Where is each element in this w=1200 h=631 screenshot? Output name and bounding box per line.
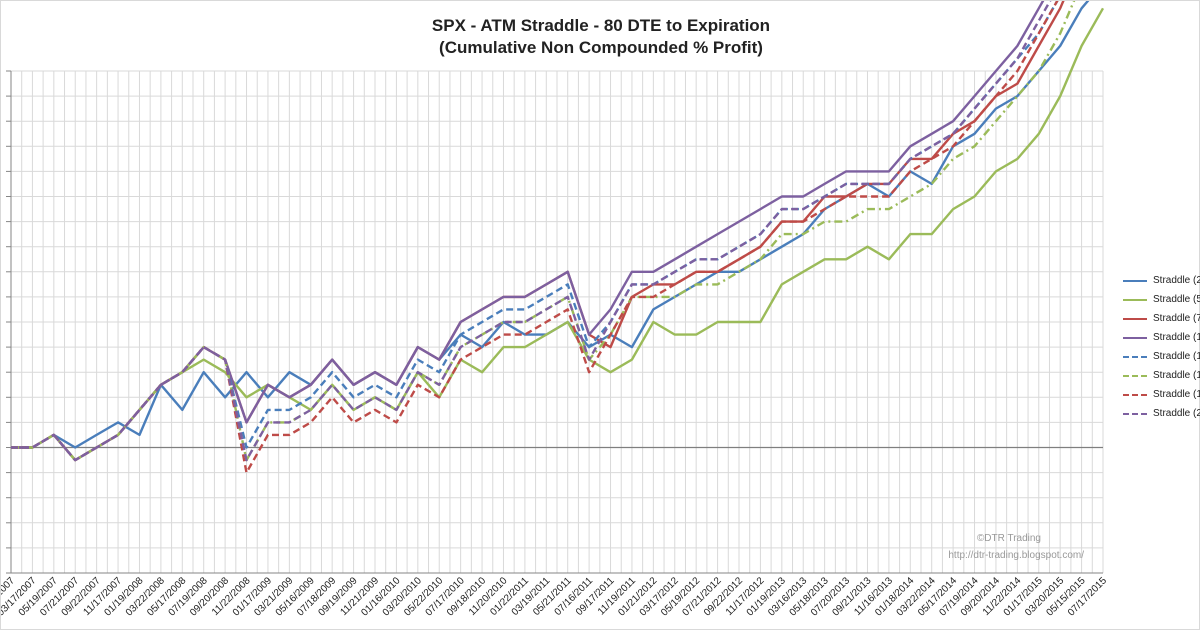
x-tick-labels: 01/200703/17/200705/19/200707/21/200709/…: [1, 575, 1109, 618]
legend-item-5: Straddle (1: [1123, 347, 1200, 366]
legend: Straddle (2 Straddle (5 Straddle (7 Straddl…: [1123, 271, 1200, 423]
legend-item-2: Straddle (5: [1123, 290, 1200, 309]
legend-swatch: [1123, 337, 1147, 339]
legend-label: Straddle (1: [1153, 332, 1200, 343]
chart-subtitle: (Cumulative Non Compounded % Profit): [439, 38, 763, 57]
legend-item-3: Straddle (7: [1123, 309, 1200, 328]
gridlines: [10, 70, 1104, 574]
legend-label: Straddle (2: [1153, 275, 1200, 286]
series-line-2: [11, 7, 1105, 462]
watermark-copyright: ©DTR Trading: [977, 533, 1041, 544]
legend-swatch: [1123, 280, 1147, 282]
legend-swatch: [1123, 356, 1147, 358]
legend-item-4: Straddle (1: [1123, 328, 1200, 347]
legend-swatch: [1123, 413, 1147, 415]
series-lines: [11, 1, 1105, 474]
chart-title-block: SPX - ATM Straddle - 80 DTE to Expiratio…: [1, 15, 1200, 59]
legend-label: Straddle (2: [1153, 408, 1200, 419]
legend-swatch: [1123, 375, 1147, 377]
legend-item-8: Straddle (2: [1123, 404, 1200, 423]
series-line-8: [11, 1, 1052, 462]
legend-swatch: [1123, 318, 1147, 320]
legend-label: Straddle (7: [1153, 313, 1200, 324]
legend-label: Straddle (1: [1153, 370, 1200, 381]
watermark-url: http://dtr-trading.blogspot.com/: [948, 550, 1084, 561]
legend-label: Straddle (1: [1153, 389, 1200, 400]
legend-item-1: Straddle (2: [1123, 271, 1200, 290]
legend-item-7: Straddle (1: [1123, 385, 1200, 404]
legend-label: Straddle (1: [1153, 351, 1200, 362]
legend-swatch: [1123, 299, 1147, 301]
legend-swatch: [1123, 394, 1147, 396]
watermark: ©DTR Trading http://dtr-trading.blogspot…: [948, 533, 1084, 561]
legend-item-6: Straddle (1: [1123, 366, 1200, 385]
axes: [6, 70, 1103, 574]
legend-label: Straddle (5: [1153, 294, 1200, 305]
chart-title: SPX - ATM Straddle - 80 DTE to Expiratio…: [431, 16, 771, 35]
